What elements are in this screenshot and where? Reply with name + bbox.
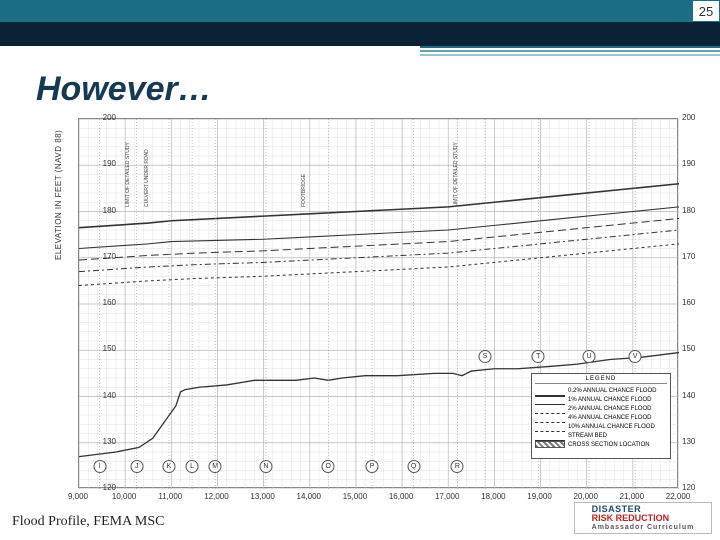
cross-section-S: S xyxy=(479,350,492,363)
y-tick: 180 xyxy=(96,206,116,215)
y-tick-right: 190 xyxy=(682,159,702,168)
y-tick-right: 150 xyxy=(682,344,702,353)
footer-caption: Flood Profile, FEMA MSC xyxy=(12,514,164,530)
x-tick: 15,000 xyxy=(343,492,367,501)
cross-section-T: T xyxy=(532,350,545,363)
x-tick: 21,000 xyxy=(620,492,644,501)
vlabel: FOOTBRIDGE xyxy=(301,174,307,207)
y-tick-right: 200 xyxy=(682,113,702,122)
legend-row: STREAM BED xyxy=(535,431,667,440)
x-tick: 11,000 xyxy=(158,492,182,501)
legend-title: LEGEND xyxy=(535,376,667,384)
y-tick: 200 xyxy=(96,113,116,122)
x-tick: 9,000 xyxy=(68,492,88,501)
cross-section-J: J xyxy=(130,460,143,473)
legend-swatch-hatch xyxy=(535,441,565,448)
y-tick-right: 120 xyxy=(682,483,702,492)
x-tick: 12,000 xyxy=(204,492,228,501)
y-axis-label: ELEVATION IN FEET (NAVD 88) xyxy=(54,130,63,260)
legend-body: 0.2% ANNUAL CHANCE FLOOD 1% ANNUAL CHANCE… xyxy=(535,386,667,449)
legend-row: 2% ANNUAL CHANCE FLOOD xyxy=(535,404,667,413)
y-tick: 120 xyxy=(96,483,116,492)
legend-label: STREAM BED xyxy=(568,433,607,439)
x-tick: 22,000 xyxy=(666,492,690,501)
x-tick: 13,000 xyxy=(250,492,274,501)
header-dark-band xyxy=(0,22,720,46)
cross-section-V: V xyxy=(629,350,642,363)
y-tick-right: 160 xyxy=(682,298,702,307)
accent-lines xyxy=(420,46,720,58)
y-tick: 150 xyxy=(96,344,116,353)
header-teal-band xyxy=(0,0,720,22)
vlabel: CULVERT UNDER ROAD xyxy=(144,149,150,207)
y-tick-right: 180 xyxy=(682,206,702,215)
cross-section-O: O xyxy=(322,460,335,473)
slide: 25 However… ELEVATION IN FEET (NAVD 88) … xyxy=(0,0,720,540)
cross-section-Q: Q xyxy=(407,460,420,473)
vlabel: LIMIT OF DETAILED STUDY xyxy=(125,142,131,207)
cross-section-N: N xyxy=(259,460,272,473)
y-tick: 170 xyxy=(96,252,116,261)
x-tick: 18,000 xyxy=(481,492,505,501)
cross-section-P: P xyxy=(366,460,379,473)
x-tick: 19,000 xyxy=(527,492,551,501)
x-tick: 17,000 xyxy=(435,492,459,501)
accent-line-2 xyxy=(420,50,720,52)
y-tick: 130 xyxy=(96,437,116,446)
y-tick: 190 xyxy=(96,159,116,168)
legend-row: CROSS SECTION LOCATION xyxy=(535,440,667,449)
page-number: 25 xyxy=(692,0,720,22)
legend: LEGEND 0.2% ANNUAL CHANCE FLOOD 1% ANNUAL… xyxy=(531,373,671,459)
legend-label: 4% ANNUAL CHANCE FLOOD xyxy=(568,415,651,421)
cross-section-U: U xyxy=(583,350,596,363)
y-tick-right: 170 xyxy=(682,252,702,261)
legend-label: 1% ANNUAL CHANCE FLOOD xyxy=(568,397,651,403)
y-tick: 140 xyxy=(96,391,116,400)
cross-section-R: R xyxy=(451,460,464,473)
y-tick-right: 140 xyxy=(682,391,702,400)
cross-section-L: L xyxy=(186,460,199,473)
vlabel: LIMIT OF DETAILED STUDY xyxy=(453,142,459,207)
legend-label: 0.2% ANNUAL CHANCE FLOOD xyxy=(568,388,656,394)
x-tick: 20,000 xyxy=(573,492,597,501)
legend-row: 0.2% ANNUAL CHANCE FLOOD xyxy=(535,386,667,395)
legend-label: CROSS SECTION LOCATION xyxy=(568,442,650,448)
logo-text: DISASTER RISK REDUCTION Ambassador Curri… xyxy=(592,505,695,531)
page-title: However… xyxy=(36,70,212,109)
legend-label: 10% ANNUAL CHANCE FLOOD xyxy=(568,424,655,430)
flood-profile-chart: LEGEND 0.2% ANNUAL CHANCE FLOOD 1% ANNUAL… xyxy=(78,118,678,488)
x-tick: 10,000 xyxy=(112,492,136,501)
logo: DISASTER RISK REDUCTION Ambassador Curri… xyxy=(574,502,712,534)
cross-section-I: I xyxy=(93,460,106,473)
y-tick: 160 xyxy=(96,298,116,307)
accent-line-1 xyxy=(420,46,720,48)
cross-section-M: M xyxy=(209,460,222,473)
logo-line3: Ambassador Curriculum xyxy=(592,524,695,531)
logo-line2: RISK REDUCTION xyxy=(592,514,695,523)
y-tick-right: 130 xyxy=(682,437,702,446)
legend-row: 4% ANNUAL CHANCE FLOOD xyxy=(535,413,667,422)
legend-label: 2% ANNUAL CHANCE FLOOD xyxy=(568,406,651,412)
legend-row: 10% ANNUAL CHANCE FLOOD xyxy=(535,422,667,431)
cross-section-K: K xyxy=(163,460,176,473)
x-tick: 14,000 xyxy=(297,492,321,501)
accent-line-3 xyxy=(420,54,720,56)
x-tick: 16,000 xyxy=(389,492,413,501)
